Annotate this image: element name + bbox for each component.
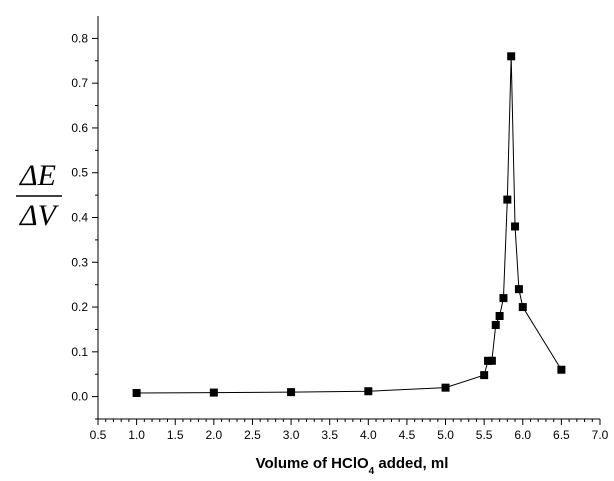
x-label-suffix: added, ml xyxy=(374,455,448,472)
data-point xyxy=(557,365,566,374)
y-tick-label: 0.4 xyxy=(71,211,88,225)
x-label-prefix: Volume of HClO xyxy=(256,455,369,472)
x-tick-label: 4.5 xyxy=(399,428,416,442)
data-point xyxy=(441,383,450,392)
y-axis-label: ΔE ΔV xyxy=(16,159,62,232)
x-tick-label: 2.0 xyxy=(206,428,223,442)
data-point xyxy=(507,52,516,61)
data-point xyxy=(503,195,512,204)
ticks: 0.5 1.0 1.5 2.0 2.5 3.0 3.5 4.0 4.5 5.0 5.5 6.0 6.5 7… xyxy=(71,31,608,442)
y-tick-label: 0.2 xyxy=(71,300,88,314)
y-tick-label: 0.1 xyxy=(71,345,88,359)
data-point xyxy=(499,294,508,303)
y-tick-label: 0.0 xyxy=(71,390,88,404)
x-tick-label: 6.0 xyxy=(514,428,531,442)
x-tick-label: 0.5 xyxy=(90,428,107,442)
y-tick-label: 0.3 xyxy=(71,255,88,269)
data-point xyxy=(495,312,504,321)
x-tick-label: 5.5 xyxy=(476,428,493,442)
series-line xyxy=(136,56,562,394)
x-tick-label: 2.5 xyxy=(244,428,261,442)
y-label-numerator: ΔE xyxy=(19,159,56,192)
x-label-subscript: 4 xyxy=(369,466,375,477)
axes xyxy=(97,16,600,420)
data-series xyxy=(132,52,566,398)
y-tick-label: 0.7 xyxy=(71,76,88,90)
x-tick-label: 6.5 xyxy=(553,428,570,442)
y-tick-label: 0.6 xyxy=(71,121,88,135)
y-tick-label: 0.5 xyxy=(71,166,88,180)
data-point xyxy=(209,388,218,397)
x-tick-label: 4.0 xyxy=(360,428,377,442)
data-point xyxy=(132,389,141,398)
x-tick-label: 1.5 xyxy=(167,428,184,442)
data-point xyxy=(518,303,527,312)
data-point xyxy=(364,387,373,396)
y-tick-label: 0.8 xyxy=(71,31,88,45)
data-point xyxy=(491,320,500,329)
x-tick-label: 3.0 xyxy=(283,428,300,442)
data-point xyxy=(514,285,523,294)
y-label-denominator: ΔV xyxy=(19,199,60,232)
data-point xyxy=(487,356,496,365)
x-tick-label: 3.5 xyxy=(321,428,338,442)
data-point xyxy=(511,222,520,231)
x-tick-label: 1.0 xyxy=(128,428,145,442)
data-point xyxy=(287,388,296,397)
x-axis-label: Volume of HClO4 added, ml xyxy=(256,455,449,477)
x-tick-label: 7.0 xyxy=(592,428,609,442)
data-point xyxy=(480,371,489,380)
x-tick-label: 5.0 xyxy=(437,428,454,442)
